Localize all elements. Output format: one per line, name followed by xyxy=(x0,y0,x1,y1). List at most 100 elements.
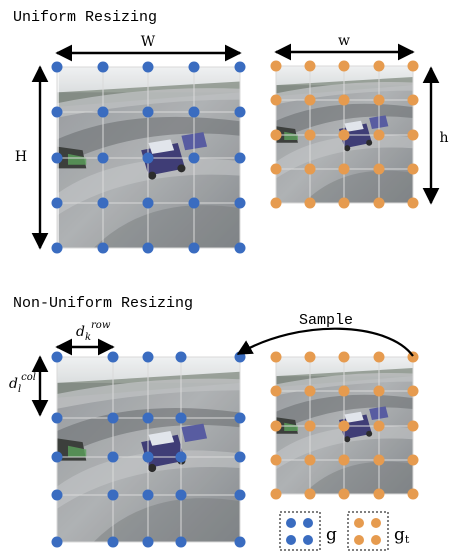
grid-point xyxy=(51,61,63,73)
legend-g-label: g xyxy=(326,525,337,545)
grid-point xyxy=(270,488,282,500)
uniform-source-grid-points xyxy=(51,61,246,254)
grid-point xyxy=(234,152,246,164)
legend-gt-point xyxy=(354,535,364,545)
grid-point xyxy=(270,385,282,397)
grid-point xyxy=(97,197,109,209)
grid-point xyxy=(188,197,200,209)
grid-point xyxy=(304,197,316,209)
grid-point xyxy=(142,536,154,548)
legend-g-point xyxy=(303,518,313,528)
grid-point xyxy=(270,94,282,106)
grid-point xyxy=(338,488,350,500)
grid-point xyxy=(270,197,282,209)
grid-point xyxy=(234,61,246,73)
nonuniform-sampled-grid-points xyxy=(270,351,419,500)
grid-point xyxy=(188,61,200,73)
grid-point xyxy=(373,197,385,209)
grid-point xyxy=(407,163,419,175)
grid-point xyxy=(304,94,316,106)
label-sample: Sample xyxy=(299,312,353,329)
grid-point xyxy=(234,242,246,254)
grid-point xyxy=(407,385,419,397)
grid-point xyxy=(338,351,350,363)
grid-point xyxy=(270,60,282,72)
grid-point xyxy=(175,489,187,501)
label-H: H xyxy=(15,149,27,165)
grid-point xyxy=(51,489,63,501)
grid-point xyxy=(107,351,119,363)
legend-gt: gt xyxy=(347,511,410,551)
grid-point xyxy=(234,536,246,548)
grid-point xyxy=(142,197,154,209)
grid-point xyxy=(51,106,63,118)
legend-g-point xyxy=(286,518,296,528)
grid-point xyxy=(304,129,316,141)
grid-point xyxy=(142,242,154,254)
grid-point xyxy=(97,106,109,118)
grid-point xyxy=(142,489,154,501)
grid-point xyxy=(175,351,187,363)
grid-point xyxy=(407,129,419,141)
grid-point xyxy=(407,488,419,500)
grid-point xyxy=(234,412,246,424)
grid-point xyxy=(97,152,109,164)
grid-point xyxy=(97,61,109,73)
uniform-resized-grid-points xyxy=(270,60,419,209)
grid-point xyxy=(407,454,419,466)
grid-point xyxy=(51,351,63,363)
grid-point xyxy=(175,412,187,424)
nonuniform-source-grid-points xyxy=(51,351,246,548)
legend-g-point xyxy=(286,535,296,545)
grid-point xyxy=(270,129,282,141)
grid-point xyxy=(338,94,350,106)
label-W: W xyxy=(141,34,156,50)
grid-point xyxy=(234,197,246,209)
label-h: h xyxy=(439,130,448,146)
grid-point xyxy=(338,197,350,209)
grid-point xyxy=(304,420,316,432)
grid-point xyxy=(373,488,385,500)
grid-point xyxy=(338,163,350,175)
grid-point xyxy=(338,129,350,141)
grid-point xyxy=(142,106,154,118)
label-w: w xyxy=(338,33,350,49)
grid-point xyxy=(107,451,119,463)
grid-point xyxy=(270,351,282,363)
grid-point xyxy=(373,60,385,72)
grid-point xyxy=(304,488,316,500)
grid-point xyxy=(304,163,316,175)
grid-point xyxy=(175,536,187,548)
grid-point xyxy=(142,412,154,424)
legend-g: g xyxy=(279,511,337,551)
grid-point xyxy=(407,420,419,432)
sample-arrow xyxy=(236,327,414,357)
label-dl-col: dlcol xyxy=(9,372,36,395)
grid-point xyxy=(51,536,63,548)
grid-point xyxy=(407,197,419,209)
grid-point xyxy=(373,351,385,363)
nonuniform-resizing-title: Non-Uniform Resizing xyxy=(13,295,193,312)
grid-point xyxy=(188,152,200,164)
legend-gt-box xyxy=(347,511,389,551)
grid-point xyxy=(51,412,63,424)
legend-gt-point xyxy=(371,518,381,528)
grid-point xyxy=(142,351,154,363)
grid-point xyxy=(234,106,246,118)
grid-point xyxy=(373,129,385,141)
grid-point xyxy=(407,60,419,72)
grid-point xyxy=(407,351,419,363)
grid-point xyxy=(304,351,316,363)
grid-point xyxy=(338,420,350,432)
grid-point xyxy=(338,60,350,72)
grid-point xyxy=(234,489,246,501)
grid-point xyxy=(270,163,282,175)
grid-point xyxy=(142,152,154,164)
grid-point xyxy=(304,454,316,466)
grid-point xyxy=(373,94,385,106)
grid-point xyxy=(373,163,385,175)
grid-point xyxy=(304,60,316,72)
legend-gt-label: gt xyxy=(394,525,410,546)
grid-point xyxy=(142,451,154,463)
grid-point xyxy=(51,197,63,209)
